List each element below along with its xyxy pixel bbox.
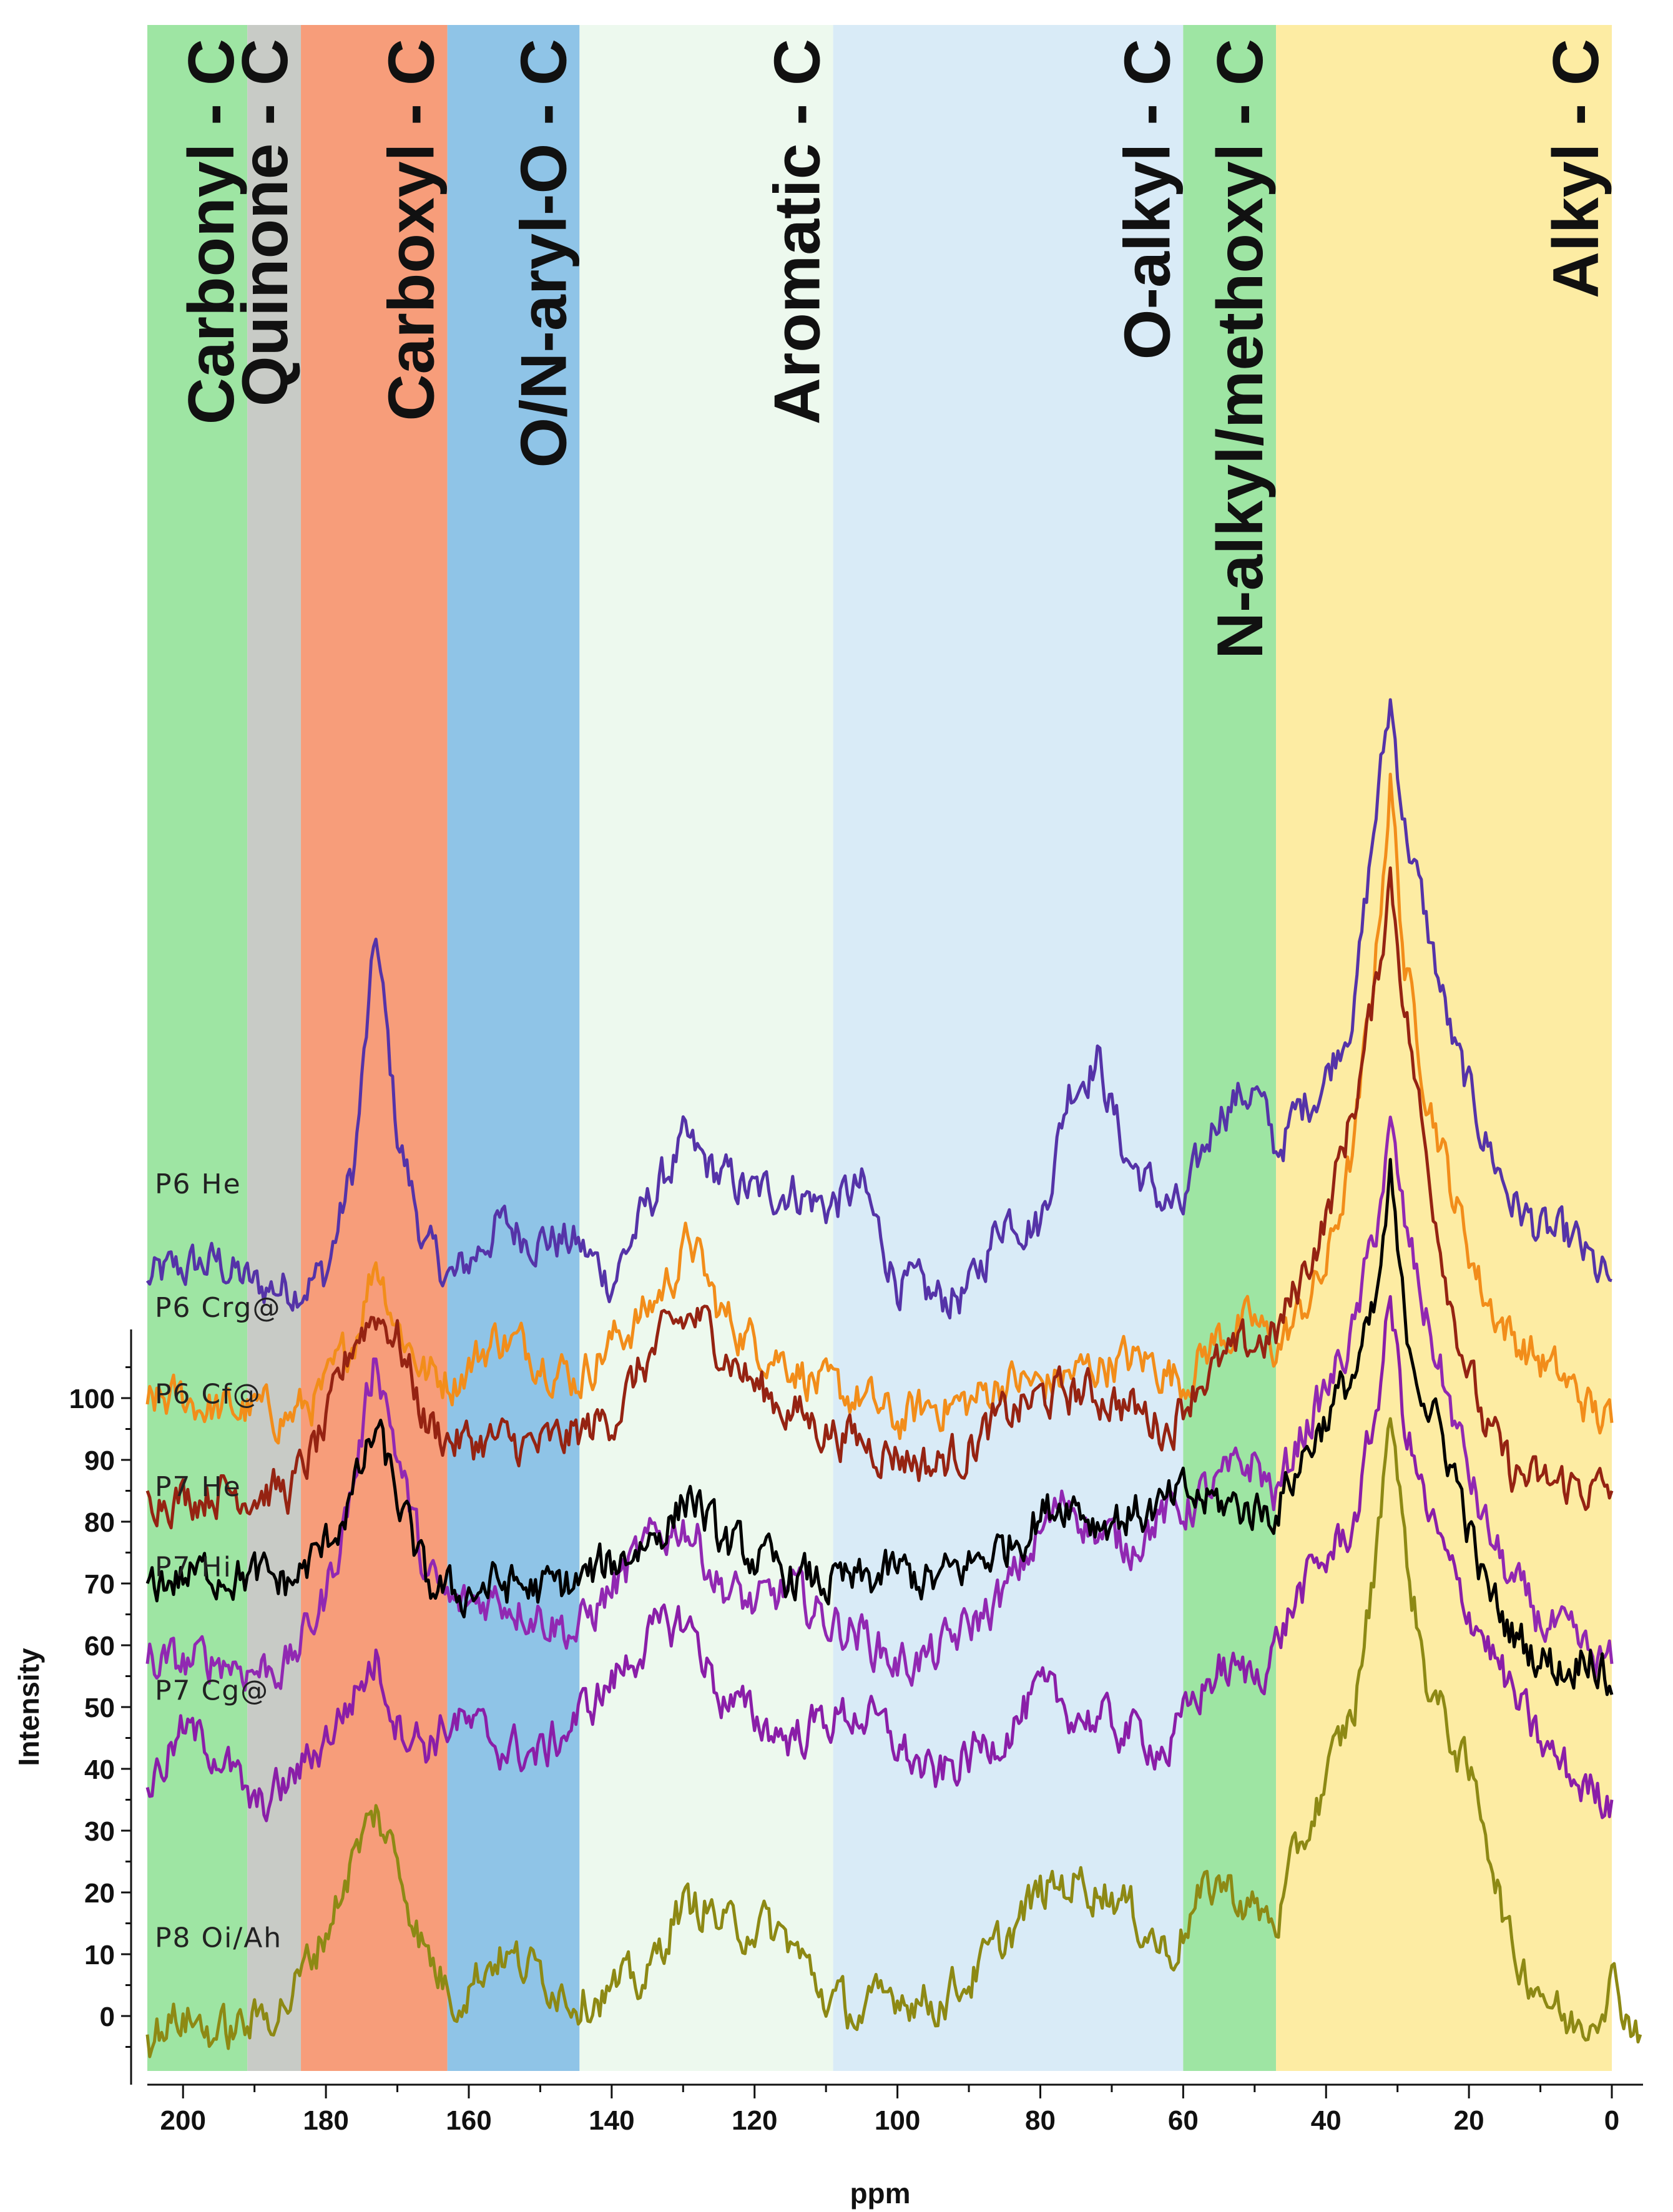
region-label-o-n-aryl-o-c: O/N-aryl-O - C [508, 39, 580, 468]
x-tick-label: 40 [1311, 2105, 1342, 2136]
x-tick-label: 60 [1168, 2105, 1199, 2136]
series-label-p8-oi-ah: P8 Oi/Ah [155, 1922, 282, 1954]
y-tick-label: 60 [84, 1631, 115, 1661]
region-label-n-alkyl-methoxyl-c: N-alkyl/methoxyl - C [1204, 39, 1277, 659]
series-label-p6-he: P6 He [155, 1168, 242, 1200]
region-label-o-alkyl-c: O-alkyl - C [1111, 39, 1184, 360]
x-tick-label: 80 [1025, 2105, 1056, 2136]
x-tick-label: 160 [446, 2105, 491, 2136]
x-axis-ticks: 200 180 160 140 120 100 80 60 40 20 0 [160, 2085, 1619, 2136]
series-line-p6-he [145, 698, 1612, 1319]
series-label-p6-crg: P6 Crg@ [155, 1292, 281, 1324]
x-tick-label: 0 [1604, 2105, 1619, 2136]
y-tick-label: 20 [84, 1878, 115, 1909]
x-axis-title: ppm [850, 2177, 910, 2210]
series-label-p6-cf: P6 Cf@ [155, 1379, 262, 1411]
y-tick-label: 80 [84, 1507, 115, 1538]
y-tick-label: 40 [84, 1754, 115, 1785]
series-line-p6-cf [145, 866, 1614, 1530]
y-tick-label: 30 [84, 1816, 115, 1847]
series-line-p7-hi [145, 1115, 1614, 1692]
y-tick-label: 100 [69, 1384, 115, 1414]
region-label-alkyl-c: Alkyl - C [1540, 39, 1612, 298]
y-axis-title: Intensity [12, 1648, 45, 1766]
region-label-carboxyl-c: Carboxyl - C [376, 39, 448, 421]
region-n-alkyl-methoxyl-c [1183, 25, 1277, 2071]
region-label-quinone-c: Quinone - C [229, 39, 302, 406]
series-line-p8-oi-ah [145, 1417, 1642, 2058]
region-label-carbonyl-c: Carbonyl - C [175, 39, 248, 424]
x-tick-label: 140 [589, 2105, 634, 2136]
y-tick-label: 90 [84, 1446, 115, 1476]
x-tick-label: 200 [160, 2105, 206, 2136]
region-alkyl-c [1276, 25, 1612, 2071]
x-tick-label: 180 [303, 2105, 348, 2136]
region-quinone-c [247, 25, 302, 2071]
y-tick-label: 50 [84, 1693, 115, 1723]
series-label-p7-he: P7 He [155, 1471, 242, 1503]
spectra-series [145, 698, 1642, 2058]
series-line-p7-he [145, 1158, 1614, 1696]
y-tick-label: 10 [84, 1940, 115, 1970]
series-labels: P6 He P6 Crg@ P6 Cf@ P7 Hi P7 He P7 Cg@ P8 Oi/… [155, 1168, 282, 1954]
x-tick-label: 120 [732, 2105, 777, 2136]
y-tick-label: 0 [100, 2002, 115, 2032]
series-line-p7-cg [145, 1294, 1614, 1823]
region-label-aromatic-c: Aromatic - C [762, 39, 834, 424]
y-tick-label: 70 [84, 1569, 115, 1600]
series-label-p7-hi: P7 Hi [155, 1552, 232, 1583]
x-tick-label: 100 [875, 2105, 920, 2136]
axes: 200 180 160 140 120 100 80 60 40 20 0 100908070605… [12, 1329, 1643, 2210]
x-tick-label: 20 [1454, 2105, 1484, 2136]
series-label-p7-cg: P7 Cg@ [155, 1675, 269, 1707]
